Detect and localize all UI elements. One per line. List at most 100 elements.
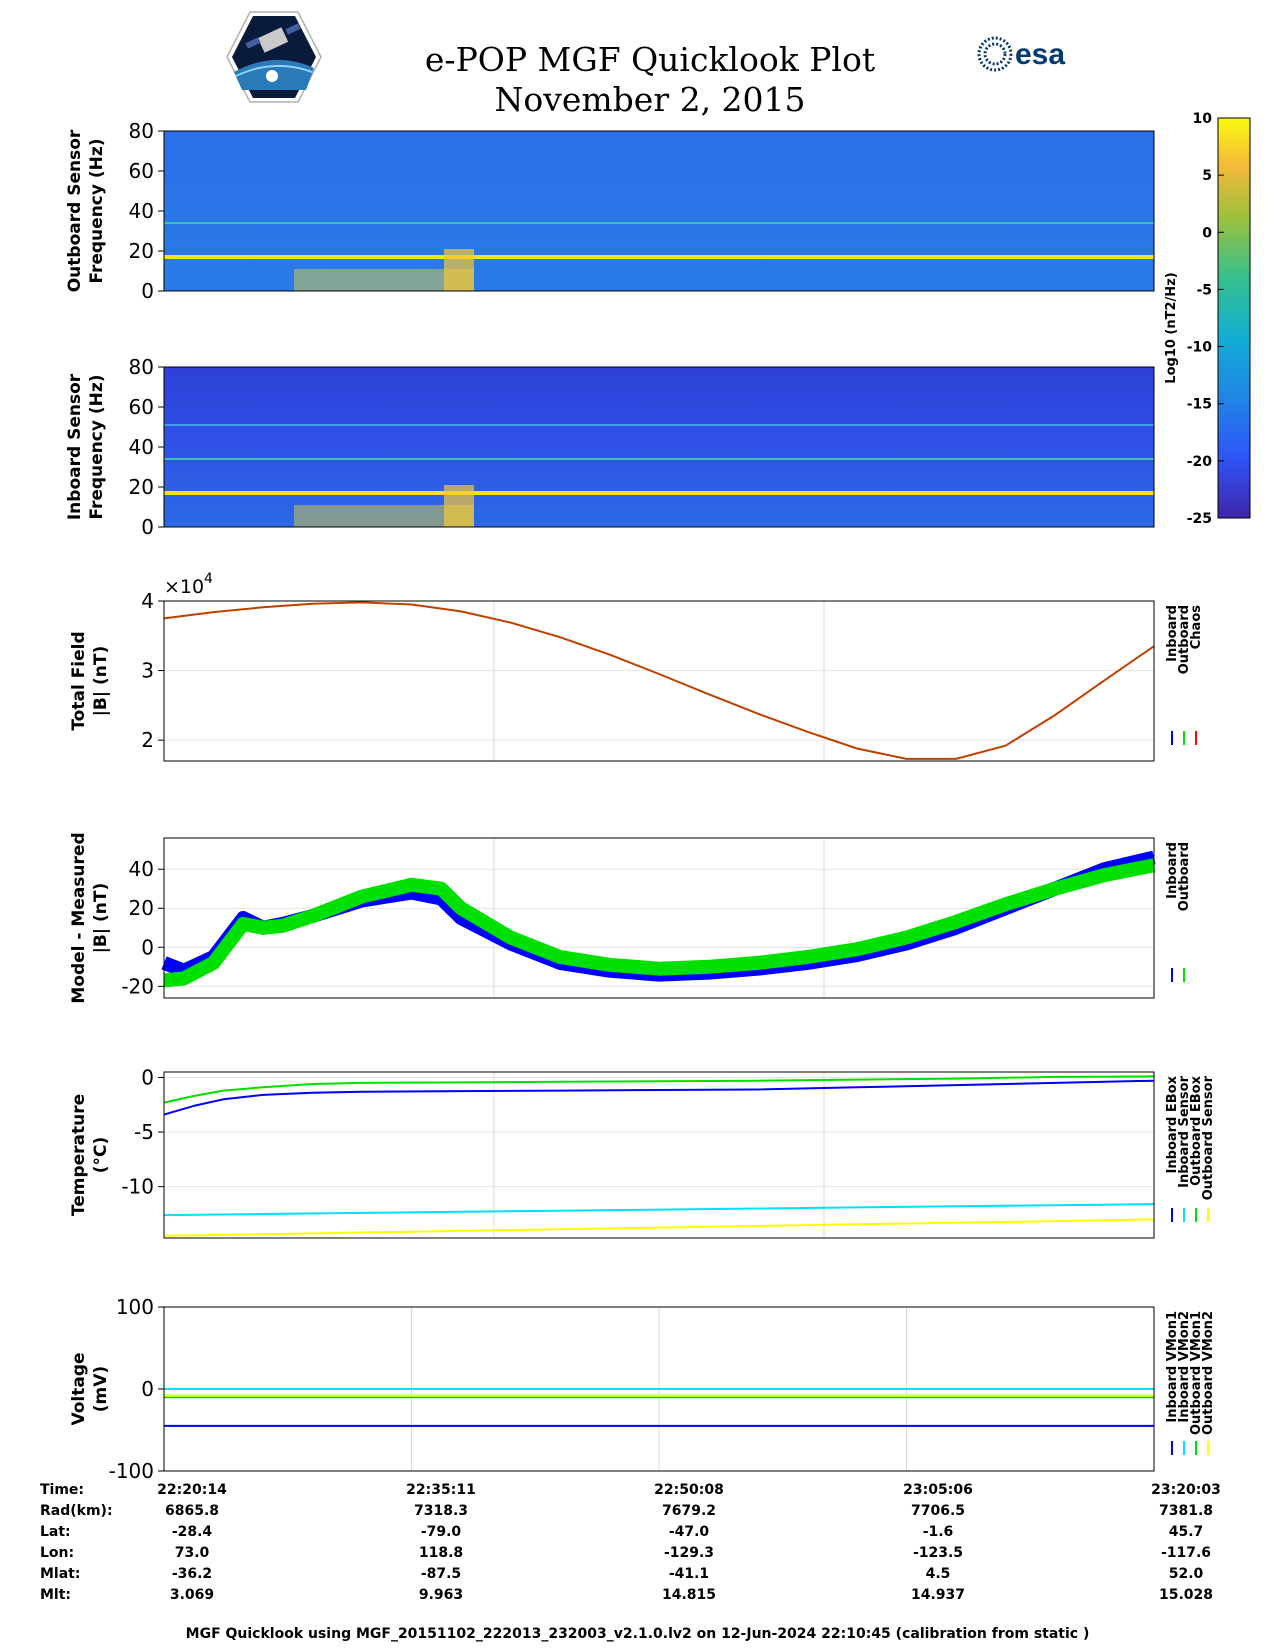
plot-frame xyxy=(163,600,1155,762)
series-line xyxy=(163,1079,1155,1116)
y-tick-label: 80 xyxy=(129,355,154,379)
info-row-time: Time: 22:20:14 22:35:11 22:50:08 23:05:0… xyxy=(40,1482,1240,1503)
colorbar-tick-label: 10 xyxy=(1193,111,1213,127)
info-value: -117.6 xyxy=(1160,1545,1212,1561)
info-value: 7679.2 xyxy=(661,1503,717,1519)
noise-burst xyxy=(294,505,474,527)
y-tick-label: 0 xyxy=(141,935,154,959)
info-label: Rad(km): xyxy=(40,1503,113,1519)
info-value: 23:05:06 xyxy=(903,1482,973,1498)
info-value: 9.963 xyxy=(418,1587,464,1603)
esa-wordmark: esa xyxy=(1015,38,1065,71)
y-tick-label: 60 xyxy=(129,395,154,419)
y-tick-label: 100 xyxy=(116,1295,154,1319)
legend-label: Inboard EBox xyxy=(1165,1075,1180,1173)
info-value: 14.937 xyxy=(910,1587,966,1603)
spectrogram-background xyxy=(164,131,1154,291)
colorbar-tick-label: 0 xyxy=(1202,225,1212,241)
y-tick-label: 20 xyxy=(129,475,154,499)
plot-frame xyxy=(163,1306,1155,1472)
info-value: 7381.8 xyxy=(1158,1503,1214,1519)
y-tick-label: 80 xyxy=(129,119,154,143)
colorbar: 10 5 0 -5 -10 -15 -20 -25 Log10 (nT2/Hz) xyxy=(1164,111,1251,527)
info-row-rad: Rad(km): 6865.8 7318.3 7679.2 7706.5 738… xyxy=(40,1503,1240,1524)
inboard-spectrogram-panel: 80 60 40 20 0 Inboard Sensor Frequency (Hz) xyxy=(65,355,1155,539)
info-value: 4.5 xyxy=(925,1566,951,1582)
y-tick-label: 0 xyxy=(141,1377,154,1401)
y-axis-label: Outboard Sensor xyxy=(65,129,85,292)
plot-frame xyxy=(163,837,1155,999)
info-label: Lat: xyxy=(40,1524,71,1540)
y-axis-label: Voltage xyxy=(69,1352,89,1425)
y-tick-label: -20 xyxy=(121,974,154,998)
series-line xyxy=(163,1075,1155,1104)
info-label: Mlat: xyxy=(40,1566,81,1582)
info-row-mlat: Mlat: -36.2 -87.5 -41.1 4.5 52.0 xyxy=(40,1566,1240,1587)
plot-title: e-POP MGF Quicklook Plot xyxy=(424,40,876,79)
series-line xyxy=(163,858,1156,988)
y-axis-label: Total Field xyxy=(69,631,89,730)
info-value: 22:50:08 xyxy=(654,1482,724,1498)
series-line xyxy=(163,1218,1155,1237)
info-value: -47.0 xyxy=(668,1524,710,1540)
y-axis-label: Model - Measured xyxy=(69,832,89,1003)
plot-background xyxy=(164,601,1154,761)
info-value: 23:20:03 xyxy=(1151,1482,1221,1498)
plot-frame xyxy=(163,1071,1155,1239)
temperature-panel: 0 -5 -10 Temperature (°C) Inboard EBoxInboard… xyxy=(69,1065,1216,1239)
y-tick-label: 4 xyxy=(141,589,154,613)
info-label: Time: xyxy=(40,1482,85,1498)
voltage-panel: 100 0 -100 Voltage (mV) Inboard VMon1Inboard … xyxy=(69,1295,1216,1483)
colorbar-tick-label: -25 xyxy=(1187,511,1212,527)
y-tick-label: 20 xyxy=(129,896,154,920)
y-tick-label: 60 xyxy=(129,159,154,183)
y-axis-label: Temperature xyxy=(69,1094,89,1216)
spectrogram-background xyxy=(164,367,1154,527)
info-row-lon: Lon: 73.0 118.8 -129.3 -123.5 -117.6 xyxy=(40,1545,1240,1566)
model-minus-measured-panel: 40 20 0 -20 Model - Measured |B| (nT) InboardO… xyxy=(69,832,1192,1003)
y-axis-label: Frequency (Hz) xyxy=(87,374,107,519)
info-label: Mlt: xyxy=(40,1587,72,1603)
legend-label: Outboard xyxy=(1177,605,1192,674)
info-value: -87.5 xyxy=(420,1566,462,1582)
series-line xyxy=(163,601,1155,760)
info-value: 14.815 xyxy=(661,1587,717,1603)
y-tick-label: 0 xyxy=(141,515,154,539)
info-value: -41.1 xyxy=(668,1566,710,1582)
noise-burst xyxy=(294,269,474,291)
info-value: -28.4 xyxy=(171,1524,213,1540)
legend-label: Inboard VMon2 xyxy=(1177,1311,1192,1423)
footer-caption: MGF Quicklook using MGF_20151102_222013_… xyxy=(185,1626,1090,1642)
axis-exponent-power: 4 xyxy=(204,571,213,587)
y-axis-label: (°C) xyxy=(91,1137,111,1174)
info-value: 15.028 xyxy=(1158,1587,1214,1603)
legend-label: Inboard xyxy=(1165,842,1180,899)
plot-date: November 2, 2015 xyxy=(494,80,806,119)
y-axis-label: (mV) xyxy=(91,1366,111,1412)
y-axis-label: Inboard Sensor xyxy=(65,373,85,520)
y-tick-label: 40 xyxy=(129,199,154,223)
y-tick-label: -5 xyxy=(134,1120,154,1144)
y-tick-label: 20 xyxy=(129,239,154,263)
info-row-lat: Lat: -28.4 -79.0 -47.0 -1.6 45.7 xyxy=(40,1524,1240,1545)
info-value: -36.2 xyxy=(171,1566,213,1582)
info-row-mlt: Mlt: 3.069 9.963 14.815 14.937 15.028 xyxy=(40,1587,1240,1608)
esa-logo: esa xyxy=(977,36,1065,72)
colorbar-gradient xyxy=(1217,117,1251,519)
info-value: -129.3 xyxy=(663,1545,715,1561)
colorbar-label: Log10 (nT2/Hz) xyxy=(1164,272,1179,383)
y-axis-label: Frequency (Hz) xyxy=(87,138,107,283)
info-value: -123.5 xyxy=(912,1545,964,1561)
info-value: 118.8 xyxy=(418,1545,464,1561)
y-tick-label: 2 xyxy=(141,728,154,752)
y-axis-label: |B| (nT) xyxy=(91,646,111,717)
outboard-spectrogram-panel: 80 60 40 20 0 Outboard Sensor Frequency (Hz) xyxy=(65,119,1155,303)
y-tick-label: 40 xyxy=(129,435,154,459)
y-tick-label: 0 xyxy=(141,1065,154,1089)
info-label: Lon: xyxy=(40,1545,75,1561)
colorbar-tick-label: -10 xyxy=(1187,340,1213,356)
info-value: 52.0 xyxy=(1168,1566,1204,1582)
colorbar-tick-label: 5 xyxy=(1202,168,1212,184)
noise-burst xyxy=(444,485,474,527)
